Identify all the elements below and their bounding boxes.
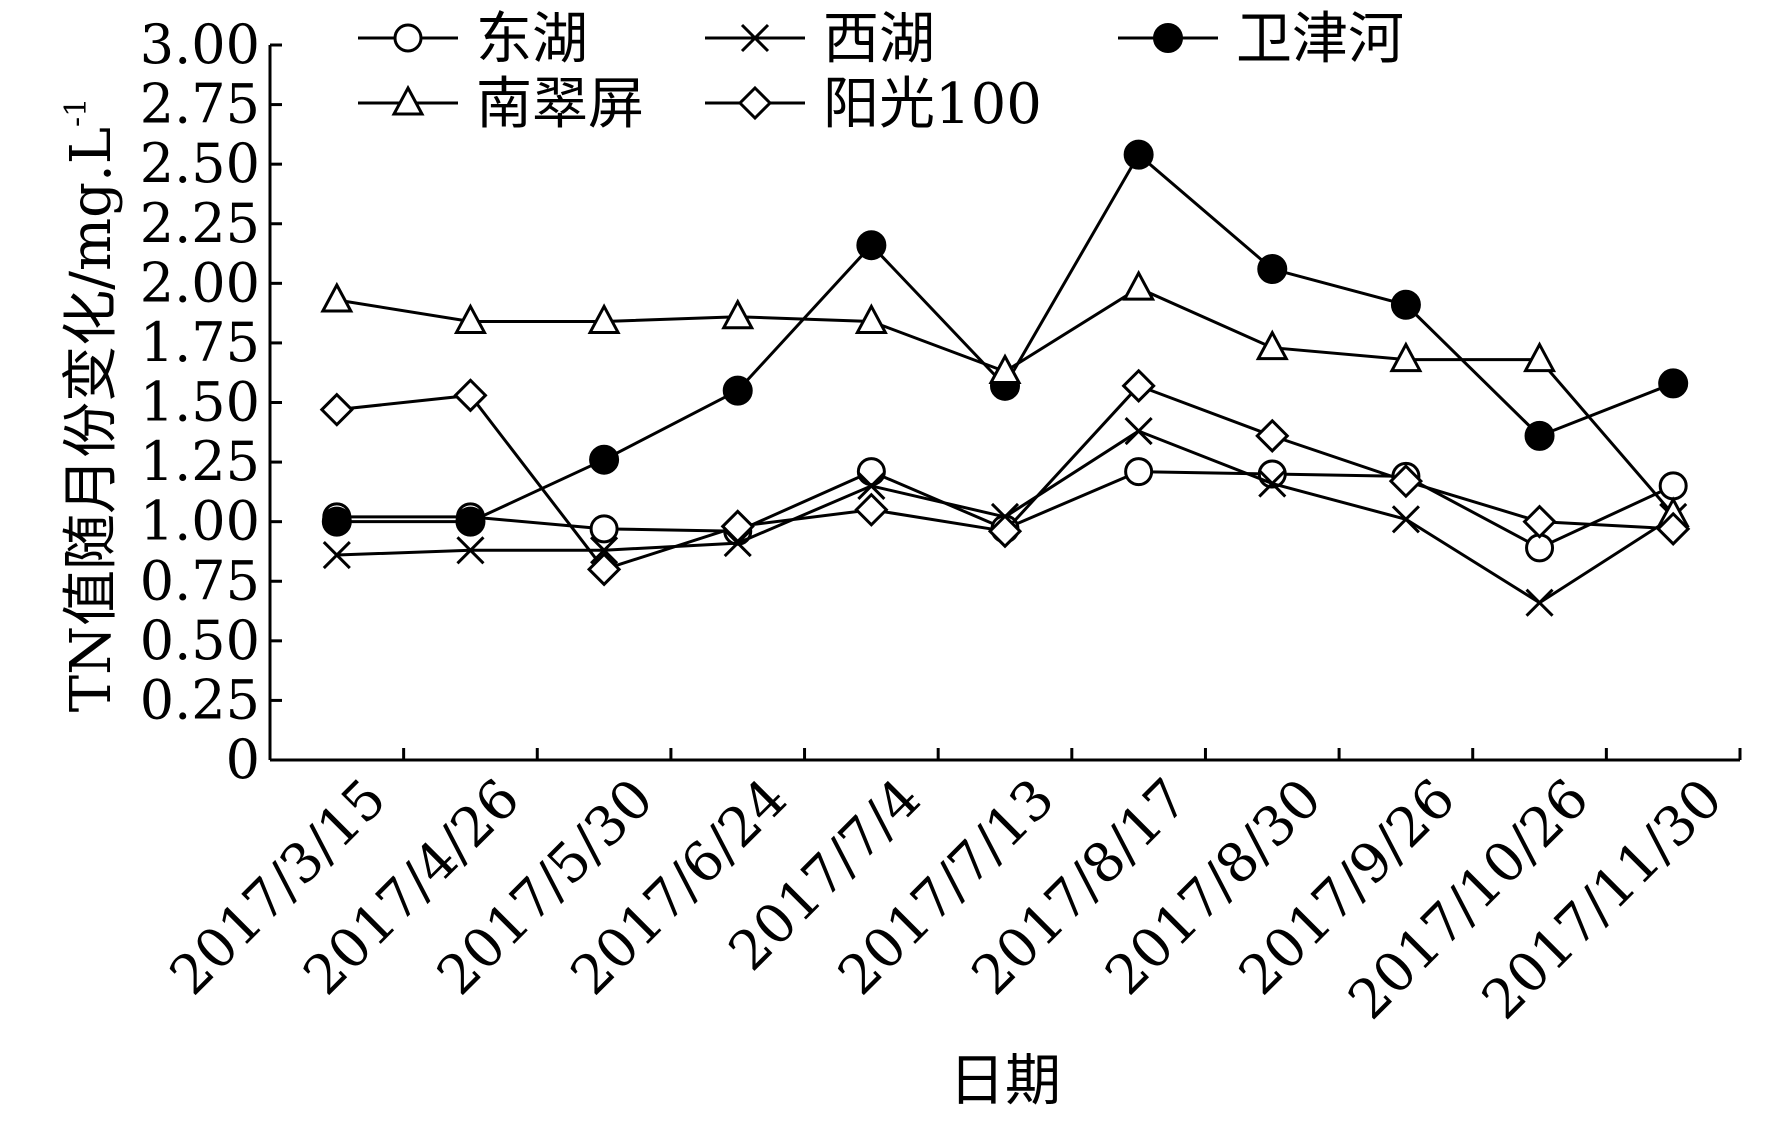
y-axis-title: TN值随月份变化/mg.L-1 bbox=[59, 98, 124, 712]
legend-marker bbox=[391, 84, 425, 116]
data-point bbox=[856, 457, 886, 487]
data-point bbox=[1388, 464, 1424, 499]
data-point bbox=[987, 514, 1023, 549]
legend-label: 阳光100 bbox=[823, 72, 1042, 137]
data-point bbox=[1121, 368, 1156, 403]
legend-label: 西湖 bbox=[823, 7, 935, 72]
y-tick-label: 2.00 bbox=[140, 251, 260, 314]
data-point bbox=[1255, 329, 1289, 361]
data-point bbox=[854, 303, 888, 334]
data-point bbox=[720, 509, 755, 544]
y-tick-label: 2.50 bbox=[140, 132, 260, 195]
legend-label: 卫津河 bbox=[1236, 7, 1404, 72]
data-point bbox=[1658, 368, 1689, 399]
data-point bbox=[589, 444, 620, 475]
data-point bbox=[1122, 269, 1156, 301]
data-point bbox=[1255, 418, 1290, 453]
data-point bbox=[722, 375, 753, 406]
x-ticks: 2017/3/152017/4/262017/5/302017/6/242017… bbox=[158, 748, 1742, 1031]
data-point bbox=[453, 303, 487, 334]
axes bbox=[268, 45, 1740, 762]
y-ticks: 00.250.500.751.001.251.501.752.002.252.5… bbox=[140, 13, 282, 791]
data-point bbox=[856, 230, 887, 261]
data-point bbox=[1123, 139, 1154, 170]
data-point bbox=[322, 540, 351, 570]
legend-item: 阳光100 bbox=[705, 72, 1042, 137]
series-line bbox=[336, 152, 1674, 524]
legend-marker bbox=[393, 23, 423, 53]
data-point bbox=[1124, 457, 1154, 487]
legend-label: 南翠屏 bbox=[476, 72, 644, 137]
legend-item: 西湖 bbox=[705, 7, 935, 72]
x-axis-title: 日期 bbox=[949, 1049, 1061, 1114]
legend-item: 南翠屏 bbox=[358, 72, 644, 137]
data-point bbox=[1524, 420, 1555, 451]
y-tick-label: 0.50 bbox=[140, 609, 260, 672]
legend-marker bbox=[1153, 23, 1183, 53]
y-tick-label: 1.50 bbox=[140, 371, 260, 434]
data-point bbox=[453, 378, 488, 413]
series-5 bbox=[319, 368, 1691, 587]
data-point bbox=[854, 492, 889, 527]
data-point bbox=[456, 536, 485, 565]
data-point bbox=[1523, 341, 1557, 373]
legend-label: 东湖 bbox=[476, 7, 588, 72]
data-point bbox=[1656, 511, 1691, 546]
data-point bbox=[988, 353, 1022, 385]
data-point bbox=[455, 506, 486, 537]
data-point bbox=[319, 392, 354, 427]
data-point bbox=[1258, 469, 1287, 498]
y-tick-label: 0 bbox=[226, 728, 260, 791]
y-tick-label: 3.00 bbox=[140, 13, 260, 76]
y-tick-label: 0.75 bbox=[140, 549, 260, 612]
y-tick-label: 1.25 bbox=[140, 430, 260, 493]
y-axis-title-text: TN值随月份变化/mg.L bbox=[59, 127, 124, 712]
data-point bbox=[321, 506, 352, 537]
y-tick-label: 1.00 bbox=[140, 490, 260, 553]
data-point bbox=[320, 281, 354, 313]
y-axis-title-superscript: -1 bbox=[59, 98, 94, 127]
legend-marker bbox=[737, 85, 773, 121]
y-tick-label: 1.75 bbox=[140, 311, 260, 374]
series-layer bbox=[319, 139, 1691, 617]
data-point bbox=[857, 471, 886, 500]
data-point bbox=[1525, 588, 1554, 617]
data-point bbox=[1658, 471, 1688, 501]
legend-item: 东湖 bbox=[358, 7, 588, 72]
data-point bbox=[589, 514, 619, 544]
data-point bbox=[1522, 504, 1557, 539]
legend-marker bbox=[740, 23, 770, 53]
data-point bbox=[721, 298, 755, 330]
y-tick-label: 0.25 bbox=[140, 668, 260, 731]
data-point bbox=[586, 552, 622, 587]
series-3 bbox=[321, 139, 1689, 537]
data-point bbox=[1391, 505, 1420, 534]
legend-item: 卫津河 bbox=[1118, 7, 1404, 72]
data-point bbox=[1389, 341, 1423, 373]
data-point bbox=[1390, 289, 1421, 320]
y-tick-label: 2.25 bbox=[140, 192, 260, 255]
y-tick-label: 2.75 bbox=[140, 73, 260, 136]
data-point bbox=[587, 303, 621, 334]
data-point bbox=[1124, 417, 1153, 446]
data-point bbox=[1257, 254, 1288, 285]
